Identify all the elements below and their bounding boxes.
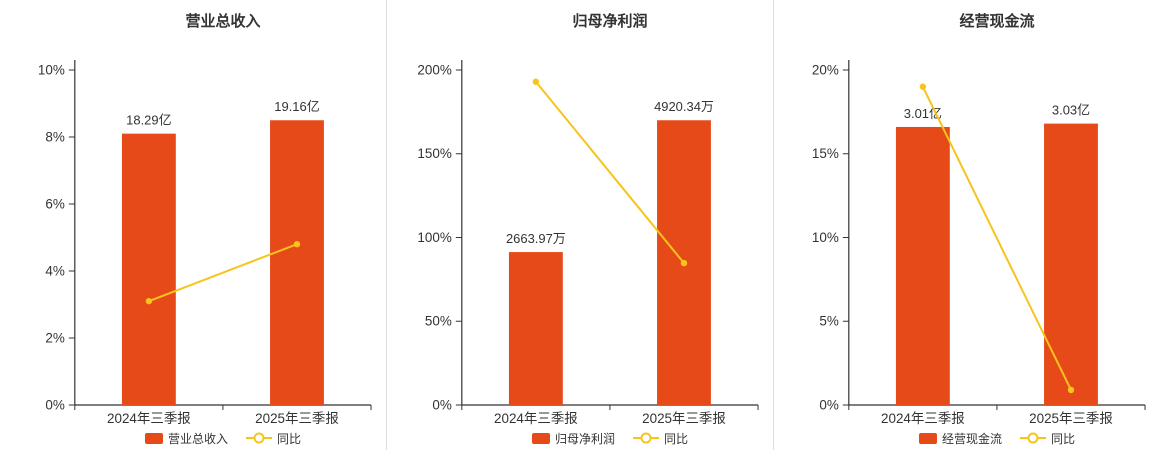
legend-item-line-series[interactable]: 同比 [633, 430, 688, 447]
y-axis-label: 0% [45, 397, 64, 412]
y-axis-label: 6% [45, 196, 64, 211]
cash-flow-chart-canvas: 0% 5% 10% 15% 20% 3.01亿 3.03亿 2024年三季报 2025年三季报 [812, 60, 1146, 426]
bar [895, 126, 950, 405]
chart-legend-net-profit: 归母净利润 同比 [387, 426, 773, 450]
trend-point [919, 83, 927, 90]
bar-legend-label: 归母净利润 [554, 431, 615, 446]
x-axis-label: 2024年三季报 [881, 411, 965, 426]
legend-item-line-series[interactable]: 同比 [246, 430, 301, 447]
x-axis-label: 2024年三季报 [494, 411, 578, 426]
y-axis-label: 0% [819, 397, 838, 412]
chart-legend-revenue: 营业总收入 同比 [0, 426, 386, 450]
y-axis-label: 200% [417, 62, 451, 77]
bar [1044, 123, 1098, 405]
line-legend-label: 同比 [1051, 431, 1076, 446]
line-legend-label: 同比 [277, 431, 302, 446]
bar-legend-swatch [918, 432, 937, 444]
bar [121, 133, 176, 405]
chart-panel-cash-flow: 经营现金流 0% 5% 10% 15% 20% 3.01亿 3.03亿 2024年三季报 202… [773, 0, 1160, 450]
bar-value-label: 2663.97万 [506, 231, 566, 246]
y-axis-label: 2% [45, 330, 64, 345]
legend-item-line-series[interactable]: 同比 [1020, 430, 1075, 447]
bar-legend-label: 营业总收入 [167, 431, 228, 446]
y-axis-label: 100% [417, 230, 451, 245]
trend-point [532, 78, 540, 85]
chart-title-net-profit: 归母净利润 [572, 13, 648, 30]
bar-value-label: 4920.34万 [654, 99, 714, 114]
trend-line [148, 243, 298, 303]
bar-value-label: 18.29亿 [126, 113, 171, 128]
trend-point [1067, 386, 1075, 394]
x-axis-label: 2025年三季报 [642, 411, 726, 426]
trend-point [145, 297, 153, 305]
y-axis-label: 8% [45, 129, 64, 144]
trend-point [293, 241, 301, 248]
y-axis-label: 5% [819, 314, 838, 329]
revenue-chart-canvas: 0% 2% 4% 6% 8% 10% 18.29亿 19.16亿 2024年三季报 2025年三季… [38, 60, 372, 426]
line-legend-swatch [633, 437, 659, 439]
chart-panel-net-profit: 归母净利润 0% 50% 100% 150% 200% 2663.97万 4920.34万 2… [386, 0, 773, 450]
line-legend-label: 同比 [664, 431, 689, 446]
net-profit-chart-canvas: 0% 50% 100% 150% 200% 2663.97万 4920.34万 2024年三季… [417, 60, 759, 426]
y-axis-label: 10% [812, 230, 839, 245]
line-legend-swatch [1020, 437, 1046, 439]
y-axis-label: 15% [812, 146, 839, 161]
trend-line [921, 86, 1072, 391]
y-axis-label: 4% [45, 263, 64, 278]
y-axis-label: 20% [812, 62, 839, 77]
bar-value-label: 3.03亿 [1052, 103, 1090, 118]
trend-line [535, 81, 685, 264]
bar [508, 252, 563, 405]
x-axis-label: 2025年三季报 [255, 411, 339, 426]
bar-legend-swatch [144, 432, 163, 444]
y-axis-label: 150% [417, 146, 451, 161]
legend-item-bar-series[interactable]: 经营现金流 [918, 430, 1002, 447]
trend-point [680, 259, 688, 267]
y-axis-label: 0% [432, 397, 451, 412]
legend-item-bar-series[interactable]: 营业总收入 [144, 430, 228, 447]
bar-legend-label: 经营现金流 [941, 431, 1002, 446]
y-axis-label: 10% [38, 62, 65, 77]
x-axis-label: 2025年三季报 [1029, 411, 1113, 426]
bar-value-label: 3.01亿 [904, 106, 942, 121]
bar [270, 120, 324, 405]
bar-value-label: 19.16亿 [274, 99, 319, 114]
x-axis-label: 2024年三季报 [107, 411, 191, 426]
chart-title-cash-flow: 经营现金流 [959, 13, 1035, 30]
line-legend-swatch [246, 437, 272, 439]
chart-legend-cash-flow: 经营现金流 同比 [774, 426, 1160, 450]
bar-legend-swatch [531, 432, 550, 444]
chart-panel-revenue: 营业总收入 0% 2% 4% 6% 8% 10% 18.29亿 19.16亿 2024年三季报 2… [0, 0, 386, 450]
y-axis-label: 50% [425, 314, 452, 329]
legend-item-bar-series[interactable]: 归母净利润 [531, 430, 615, 447]
chart-title-revenue: 营业总收入 [185, 13, 261, 30]
